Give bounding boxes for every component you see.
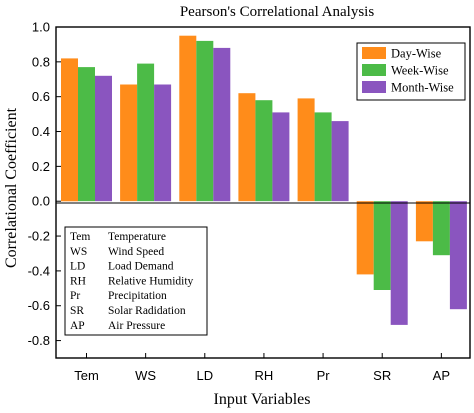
legend-swatch-month-wise — [362, 81, 386, 93]
abbreviation-key: LD — [70, 261, 85, 273]
bar-pr-week-wise — [314, 112, 332, 202]
x-tick-label: WS — [135, 368, 156, 383]
x-ticks: Tem WS LD RH Pr SR AP — [74, 353, 450, 383]
bar-ld-week-wise — [196, 40, 214, 202]
abbreviation-meaning: Air Pressure — [108, 320, 165, 332]
bar-ld-day-wise — [179, 35, 197, 202]
abbreviation-frame — [64, 226, 208, 336]
bar-tem-day-wise — [61, 58, 78, 202]
bar-rh-day-wise — [238, 93, 256, 202]
abbreviation-key: Tem — [70, 231, 90, 243]
y-tick-label: 0.8 — [32, 54, 50, 69]
abbreviation-meaning: Load Demand — [108, 261, 174, 273]
legend-label: Month-Wise — [391, 81, 454, 95]
legend-swatch-week-wise — [362, 64, 386, 76]
bar-ws-week-wise — [137, 63, 155, 202]
abbreviation-key: WS — [70, 246, 87, 258]
bars-layer — [61, 35, 467, 325]
bar-pr-month-wise — [331, 121, 349, 202]
abbreviation-key: SR — [70, 305, 84, 317]
abbreviation-box: Tem Temperature WS Wind Speed LD Load Demand R… — [64, 226, 208, 336]
y-tick-label: -0.8 — [28, 333, 50, 348]
bar-ws-month-wise — [154, 84, 172, 202]
bar-ap-day-wise — [415, 201, 433, 242]
bar-ld-month-wise — [213, 47, 231, 202]
y-tick-label: 0.0 — [32, 194, 50, 209]
chart-title: Pearson's Correlational Analysis — [180, 4, 375, 20]
legend-label: Week-Wise — [391, 64, 449, 78]
x-tick-label: RH — [255, 368, 274, 383]
y-tick-label: -0.6 — [28, 298, 50, 313]
bar-ws-day-wise — [120, 84, 138, 202]
legend-swatch-day-wise — [362, 47, 386, 59]
y-tick-label: 0.6 — [32, 89, 50, 104]
bar-pr-day-wise — [297, 98, 315, 202]
legend: Day-Wise Week-Wise Month-Wise — [356, 42, 466, 101]
plot-frame — [55, 26, 471, 359]
abbreviation-meaning: Temperature — [108, 231, 166, 243]
y-tick-label: -0.4 — [28, 263, 50, 278]
x-tick-label: LD — [196, 368, 213, 383]
bar-ap-month-wise — [449, 201, 467, 310]
abbreviation-key: AP — [70, 320, 85, 332]
y-axis-title: Correlational Coefficient — [3, 107, 20, 268]
abbreviation-key: Pr — [70, 290, 80, 302]
x-tick-label: Tem — [74, 368, 99, 383]
y-tick-label: 0.2 — [32, 159, 50, 174]
x-tick-label: Pr — [317, 368, 331, 383]
x-tick-label: AP — [433, 368, 450, 383]
x-axis-title: Input Variables — [213, 391, 310, 408]
bar-tem-month-wise — [95, 75, 112, 202]
y-tick-label: -0.2 — [28, 229, 50, 244]
bar-ap-week-wise — [432, 201, 450, 256]
abbreviation-key: RH — [70, 275, 86, 287]
abbreviation-meaning: Solar Radidation — [108, 305, 186, 317]
bar-sr-month-wise — [390, 201, 408, 325]
y-tick-label: 0.4 — [32, 124, 50, 139]
legend-label: Day-Wise — [391, 47, 442, 61]
abbreviation-meaning: Relative Humidity — [108, 275, 194, 287]
abbreviation-meaning: Precipitation — [108, 290, 167, 302]
bar-sr-week-wise — [373, 201, 391, 290]
y-ticks: -0.8 -0.6 -0.4 -0.2 0.0 0.2 0.4 0.6 0.8 1.0 — [28, 20, 61, 348]
bar-rh-month-wise — [272, 112, 290, 202]
bar-rh-week-wise — [255, 100, 273, 202]
x-tick-label: SR — [373, 368, 391, 383]
abbreviation-meaning: Wind Speed — [108, 246, 164, 258]
bar-tem-week-wise — [78, 67, 95, 202]
y-tick-label: 1.0 — [32, 20, 50, 35]
bar-sr-day-wise — [356, 201, 374, 275]
